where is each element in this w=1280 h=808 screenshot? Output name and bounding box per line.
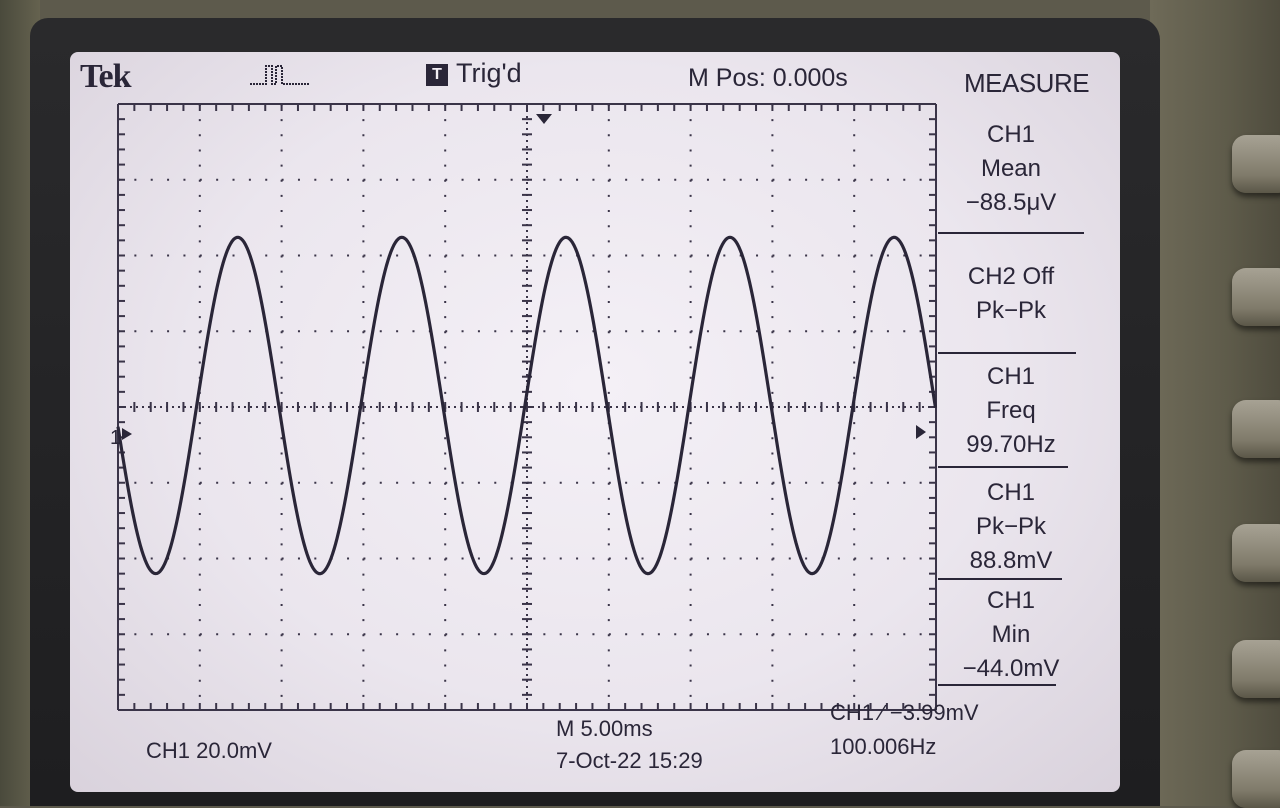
measure-5-type: Min — [991, 621, 1031, 648]
waveform-display: 1 — [110, 103, 938, 711]
ch1-ground-arrow — [122, 428, 132, 440]
measure-5-value: −44.0mV — [962, 655, 1060, 682]
timebase: M 5.00ms — [556, 716, 653, 741]
acquisition-pulse-icon — [250, 65, 310, 85]
measure-slot-1[interactable]: CH1 Mean −88.5μV — [936, 118, 1086, 220]
measure-slot-5[interactable]: CH1 Min −44.0mV — [936, 584, 1086, 686]
measure-divider — [938, 352, 1076, 354]
oscilloscope-screen: Tek T Trig'd M Pos: 0.000s MEASURE 1 CH1… — [70, 52, 1120, 792]
measure-divider — [938, 578, 1062, 580]
measure-4-type: Pk−Pk — [975, 513, 1047, 540]
measure-1-value: −88.5μV — [965, 189, 1057, 216]
menu-button-4[interactable] — [1232, 524, 1280, 582]
measure-4-source: CH1 — [986, 479, 1035, 506]
ch1-ground-marker: 1 — [110, 427, 121, 449]
date-time: 7-Oct-22 15:29 — [556, 748, 703, 773]
measure-divider — [938, 684, 1056, 686]
measure-slot-3[interactable]: CH1 Freq 99.70Hz — [936, 360, 1086, 462]
measure-2-source: CH2 Off — [967, 263, 1055, 290]
trigger-status: Trig'd — [456, 58, 522, 88]
horizontal-position: M Pos: 0.000s — [688, 64, 848, 92]
graticule-grid — [117, 103, 937, 711]
trigger-level-marker — [916, 425, 926, 439]
measure-1-type: Mean — [980, 155, 1042, 182]
brand-logo: Tek — [80, 58, 132, 95]
measure-5-source: CH1 — [986, 587, 1035, 614]
menu-button-2[interactable] — [1232, 268, 1280, 326]
menu-button-6[interactable] — [1232, 750, 1280, 808]
menu-button-3[interactable] — [1232, 400, 1280, 458]
measure-4-value: 88.8mV — [969, 547, 1053, 574]
measure-3-type: Freq — [986, 397, 1036, 424]
ch1-scale: CH1 20.0mV — [146, 738, 272, 763]
measure-2-type: Pk−Pk — [975, 297, 1047, 324]
measure-divider — [938, 466, 1068, 468]
measure-divider — [938, 232, 1084, 234]
measure-3-source: CH1 — [986, 363, 1035, 390]
trigger-frequency: 100.006Hz — [830, 734, 937, 759]
trigger-position-marker — [536, 114, 552, 124]
measure-slot-4[interactable]: CH1 Pk−Pk 88.8mV — [936, 476, 1086, 578]
ch1-waveform-trace — [116, 235, 938, 576]
menu-button-1[interactable] — [1232, 135, 1280, 193]
measure-3-value: 99.70Hz — [966, 431, 1056, 458]
trigger-badge: T — [426, 64, 448, 86]
measure-slot-2[interactable]: CH2 Off Pk−Pk — [936, 260, 1086, 328]
measure-1-source: CH1 — [986, 121, 1035, 148]
menu-title[interactable]: MEASURE — [964, 68, 1090, 98]
menu-button-5[interactable] — [1232, 640, 1280, 698]
trigger-setting: CH1 ∕ −3.99mV — [830, 700, 979, 725]
